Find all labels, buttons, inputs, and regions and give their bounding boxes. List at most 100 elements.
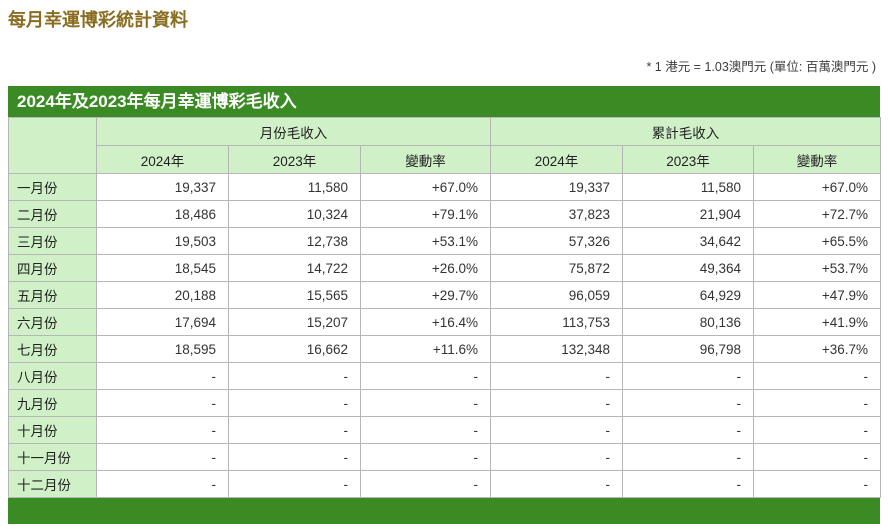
monthly-2023-value: 16,662 [228,335,361,363]
table-body: 一月份 19,337 11,580 +67.0% 19,337 11,580 +… [8,173,881,498]
stats-table-section: 2024年及2023年每月幸運博彩毛收入 月份毛收入 累計毛收入 2024年 2… [8,86,881,524]
monthly-2024-value: - [96,389,229,417]
monthly-change-value: - [360,470,491,498]
month-label: 十月份 [8,416,97,444]
cumulative-2024-value: 57,326 [490,227,623,255]
monthly-change-value: - [360,362,491,390]
cumulative-2024-value: 37,823 [490,200,623,228]
table-row: 三月份 19,503 12,738 +53.1% 57,326 34,642 +… [8,227,881,255]
cumulative-change-value: +67.0% [753,173,881,201]
cumulative-2024-value: 19,337 [490,173,623,201]
monthly-gross-revenue-table: 月份毛收入 累計毛收入 2024年 2023年 變動率 2024年 2023年 … [8,117,881,498]
table-caption: 2024年及2023年每月幸運博彩毛收入 [8,86,880,117]
table-row: 六月份 17,694 15,207 +16.4% 113,753 80,136 … [8,308,881,336]
month-label: 四月份 [8,254,97,282]
cumulative-2023-value: 34,642 [622,227,754,255]
group-header-monthly: 月份毛收入 [96,117,491,146]
cumulative-2024-value: 96,059 [490,281,623,309]
monthly-2023-value: 10,324 [228,200,361,228]
cumulative-2023-value: 80,136 [622,308,754,336]
cumulative-2023-value: - [622,470,754,498]
monthly-change-value: +16.4% [360,308,491,336]
cumulative-2024-value: - [490,416,623,444]
cumulative-change-value: +53.7% [753,254,881,282]
cumulative-change-value: - [753,470,881,498]
month-label: 十二月份 [8,470,97,498]
monthly-2023-value: 12,738 [228,227,361,255]
monthly-change-value: - [360,416,491,444]
table-row: 一月份 19,337 11,580 +67.0% 19,337 11,580 +… [8,173,881,201]
monthly-change-value: +29.7% [360,281,491,309]
monthly-2024-value: - [96,443,229,471]
table-row: 十月份 - - - - - - [8,416,881,444]
monthly-2023-value: - [228,389,361,417]
cumulative-2023-value: 21,904 [622,200,754,228]
month-label: 三月份 [8,227,97,255]
page-title: 每月幸運博彩統計資料 [8,10,188,30]
month-label: 八月份 [8,362,97,390]
subheader-monthly-2024: 2024年 [96,145,229,174]
subheader-monthly-change: 變動率 [360,145,491,174]
month-label: 九月份 [8,389,97,417]
cumulative-2024-value: - [490,389,623,417]
monthly-change-value: +26.0% [360,254,491,282]
monthly-2024-value: 18,486 [96,200,229,228]
table-row: 七月份 18,595 16,662 +11.6% 132,348 96,798 … [8,335,881,363]
group-header-row: 月份毛收入 累計毛收入 [8,117,881,174]
cumulative-change-value: +36.7% [753,335,881,363]
monthly-2023-value: - [228,470,361,498]
cumulative-change-value: - [753,389,881,417]
subheader-cumulative-change: 變動率 [753,145,881,174]
monthly-change-value: - [360,389,491,417]
cumulative-change-value: +47.9% [753,281,881,309]
monthly-2023-value: 15,565 [228,281,361,309]
table-row: 二月份 18,486 10,324 +79.1% 37,823 21,904 +… [8,200,881,228]
unit-conversion-note: * 1 港元 = 1.03澳門元 (單位: 百萬澳門元 ) [646,60,876,74]
table-row: 五月份 20,188 15,565 +29.7% 96,059 64,929 +… [8,281,881,309]
cumulative-change-value: - [753,362,881,390]
month-label: 七月份 [8,335,97,363]
cumulative-2024-value: - [490,470,623,498]
monthly-2023-value: - [228,416,361,444]
month-label: 六月份 [8,308,97,336]
monthly-2024-value: - [96,470,229,498]
table-row: 四月份 18,545 14,722 +26.0% 75,872 49,364 +… [8,254,881,282]
monthly-2023-value: 11,580 [228,173,361,201]
cumulative-2023-value: - [622,362,754,390]
monthly-2023-value: 15,207 [228,308,361,336]
monthly-change-value: +11.6% [360,335,491,363]
monthly-2024-value: - [96,416,229,444]
monthly-2024-value: - [96,362,229,390]
monthly-change-value: - [360,443,491,471]
month-label: 二月份 [8,200,97,228]
subheader-cumulative-2023: 2023年 [622,145,754,174]
table-row: 九月份 - - - - - - [8,389,881,417]
cumulative-2023-value: - [622,389,754,417]
monthly-2024-value: 18,545 [96,254,229,282]
table-row: 八月份 - - - - - - [8,362,881,390]
monthly-2023-value: - [228,443,361,471]
month-label: 十一月份 [8,443,97,471]
table-footer-bar [8,498,880,524]
subheader-cumulative-2024: 2024年 [490,145,623,174]
month-label: 一月份 [8,173,97,201]
cumulative-change-value: - [753,416,881,444]
cumulative-change-value: +41.9% [753,308,881,336]
cumulative-2024-value: 113,753 [490,308,623,336]
monthly-2024-value: 19,503 [96,227,229,255]
cumulative-2024-value: 75,872 [490,254,623,282]
cumulative-2023-value: 96,798 [622,335,754,363]
table-row: 十一月份 - - - - - - [8,443,881,471]
cumulative-2023-value: - [622,416,754,444]
cumulative-2023-value: - [622,443,754,471]
cumulative-change-value: +65.5% [753,227,881,255]
cumulative-2023-value: 49,364 [622,254,754,282]
monthly-2024-value: 17,694 [96,308,229,336]
cumulative-2023-value: 11,580 [622,173,754,201]
cumulative-2024-value: - [490,362,623,390]
cumulative-2024-value: 132,348 [490,335,623,363]
subheader-monthly-2023: 2023年 [228,145,361,174]
monthly-2023-value: - [228,362,361,390]
cumulative-2024-value: - [490,443,623,471]
monthly-change-value: +79.1% [360,200,491,228]
